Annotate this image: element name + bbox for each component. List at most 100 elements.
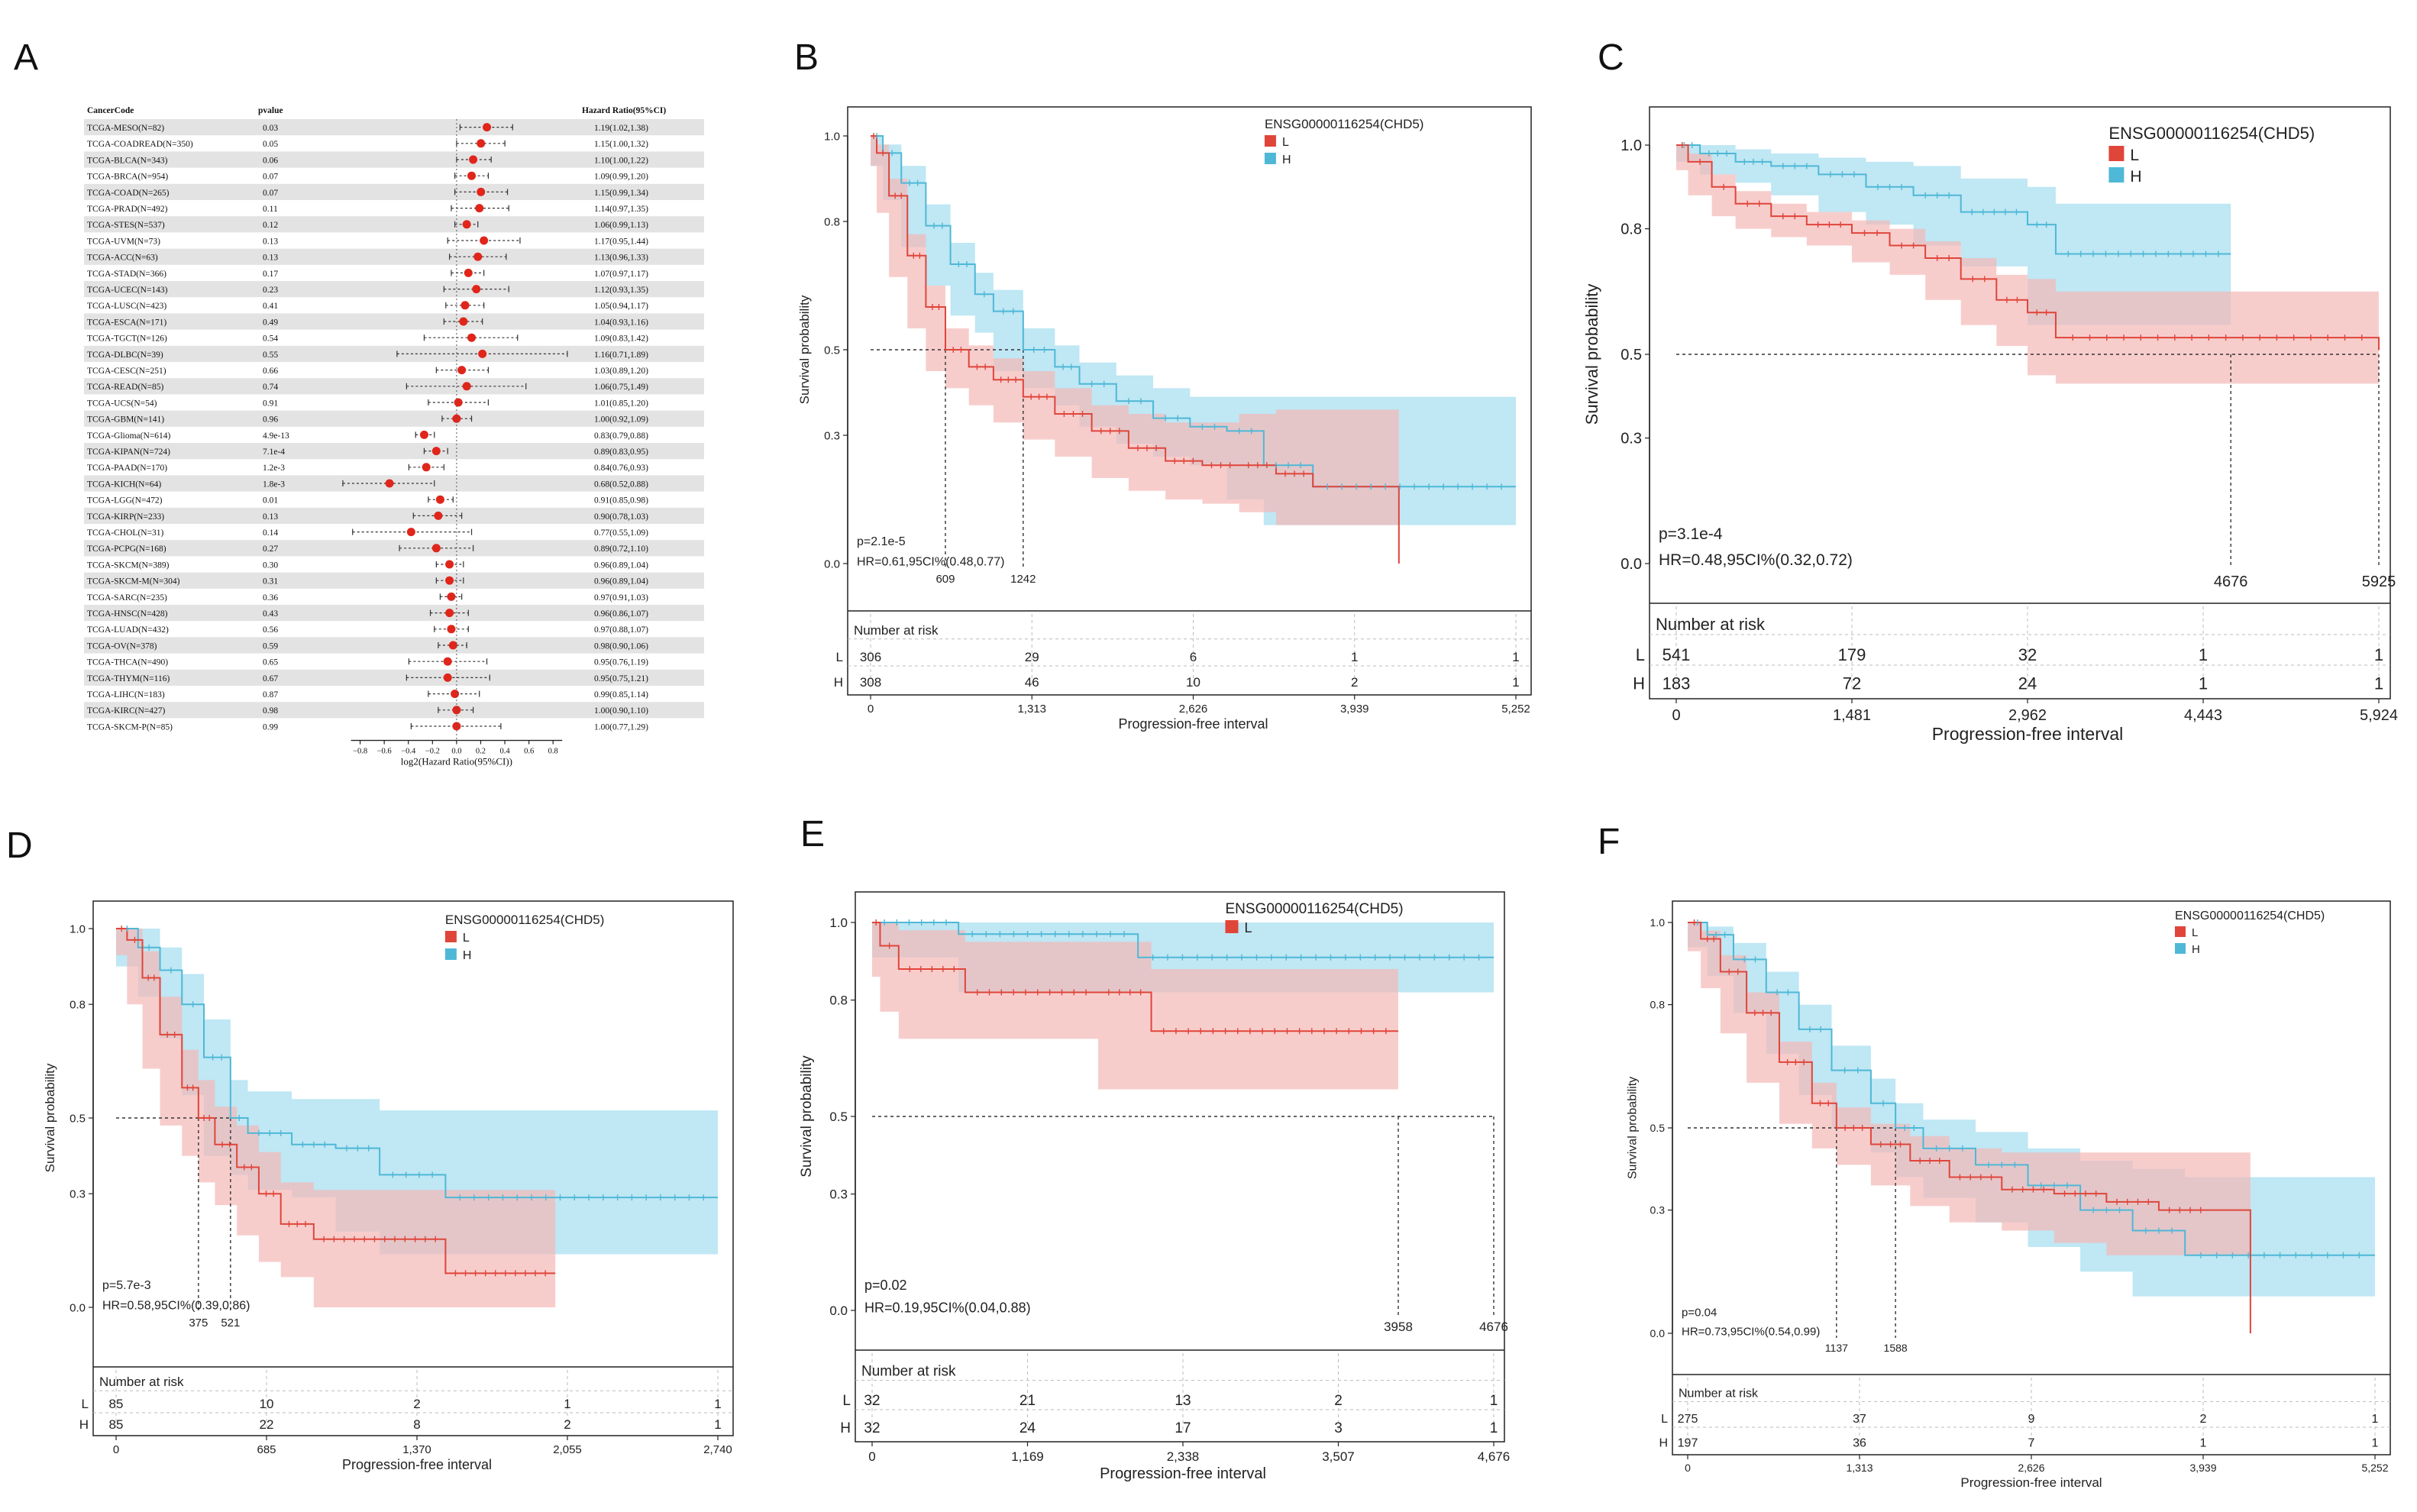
km-x-tick-label: 3,507 xyxy=(1322,1449,1355,1464)
risk-count-l: 2 xyxy=(1334,1393,1343,1409)
legend-swatch-h xyxy=(2108,167,2125,183)
forest-row-pvalue: 0.30 xyxy=(263,561,278,570)
forest-row-code: TCGA-DLBC(N=39) xyxy=(87,351,163,360)
forest-row-code: TCGA-COAD(N=265) xyxy=(87,189,170,198)
risk-row-label-l: L xyxy=(82,1397,89,1411)
km-curve-l xyxy=(1676,144,2380,351)
risk-count-h: 85 xyxy=(109,1417,124,1432)
km-curve-h xyxy=(1676,144,2231,255)
risk-table-title: Number at risk xyxy=(861,1364,956,1380)
risk-count-l: 29 xyxy=(1025,650,1039,664)
risk-count-l: 32 xyxy=(864,1393,880,1409)
panel-letter-c: C xyxy=(1598,37,1624,78)
legend-title: ENSG00000116254(CHD5) xyxy=(445,913,605,927)
forest-row-hr: 0.83(0.79,0.88) xyxy=(594,431,648,441)
risk-count-h: 1 xyxy=(2200,1437,2207,1450)
km-hr-text: HR=0.48,95CI%(0.32,0.72) xyxy=(1659,551,1853,569)
forest-point xyxy=(472,285,481,294)
km-hr-text: HR=0.61,95CI%(0.48,0.77) xyxy=(857,556,1004,569)
legend-label-l: L xyxy=(2192,926,2198,939)
forest-row-pvalue: 0.56 xyxy=(263,625,278,635)
km-median-label: 1137 xyxy=(1825,1342,1848,1354)
km-x-tick-label: 2,055 xyxy=(553,1443,582,1456)
km-band-l xyxy=(1688,922,2251,1255)
forest-row-band xyxy=(84,313,704,330)
risk-count-h: 72 xyxy=(1843,674,1861,693)
risk-count-h: 3 xyxy=(1334,1420,1343,1436)
forest-row-hr: 0.84(0.76,0.93) xyxy=(594,464,648,473)
forest-row-pvalue: 0.13 xyxy=(263,237,278,246)
forest-point xyxy=(431,447,441,456)
risk-row-label-l: L xyxy=(1661,1413,1668,1426)
risk-count-h: 46 xyxy=(1025,675,1039,690)
km-band-l xyxy=(871,136,1399,525)
forest-row-hr: 0.96(0.86,1.07) xyxy=(594,609,648,619)
forest-row-hr: 1.10(1.00,1.22) xyxy=(594,156,648,165)
legend-swatch-h xyxy=(2175,943,2186,954)
risk-count-l: 37 xyxy=(1853,1413,1866,1426)
forest-point xyxy=(447,625,456,634)
forest-point xyxy=(419,430,428,439)
risk-count-h: 1 xyxy=(1512,675,1519,690)
km-median-label: 521 xyxy=(221,1317,240,1329)
km-y-tick-label: 1.0 xyxy=(1620,137,1642,154)
km-y-tick-label: 0.3 xyxy=(829,1187,848,1202)
forest-row-pvalue: 0.07 xyxy=(263,189,278,198)
km-x-tick-label: 1,313 xyxy=(1017,703,1046,716)
forest-row-code: TCGA-SKCM-P(N=85) xyxy=(87,722,173,732)
risk-count-l: 1 xyxy=(714,1397,721,1411)
forest-point xyxy=(452,414,461,423)
km-y-tick-label: 0.0 xyxy=(1650,1327,1666,1339)
km-x-tick-label: 1,313 xyxy=(1846,1462,1873,1474)
risk-count-l: 1 xyxy=(1512,650,1519,664)
risk-count-l: 9 xyxy=(2028,1413,2035,1426)
forest-row-pvalue: 7.1e-4 xyxy=(263,447,285,457)
legend-label-h: H xyxy=(1282,153,1291,166)
km-y-tick-label: 0.0 xyxy=(69,1301,86,1314)
forest-row-hr: 0.96(0.89,1.04) xyxy=(594,561,648,570)
forest-row-band xyxy=(84,410,704,427)
forest-row-hr: 0.98(0.90,1.06) xyxy=(594,641,648,651)
panel-letter-d: D xyxy=(6,825,33,866)
panel-letter-b: B xyxy=(794,37,819,78)
km-x-axis-label: Progression-free interval xyxy=(1118,716,1268,732)
forest-header-code: CancerCode xyxy=(87,106,134,115)
forest-x-tick-label: 0.0 xyxy=(451,748,461,756)
forest-row-code: TCGA-THCA(N=490) xyxy=(87,658,168,667)
km-curve-l xyxy=(116,928,556,1275)
risk-row-label-h: H xyxy=(1659,1437,1668,1450)
forest-point xyxy=(464,268,473,277)
risk-count-h: 7 xyxy=(2028,1437,2035,1450)
km-panel-b: 0.0 0.3 0.5 0.8 1.0 Survival probability 609 12… xyxy=(787,106,1532,741)
forest-row-code: TCGA-SKCM-M(N=304) xyxy=(87,577,180,586)
forest-row-code: TCGA-LUSC(N=423) xyxy=(87,302,166,311)
forest-row-hr: 0.91(0.85,0.98) xyxy=(594,496,648,506)
legend-swatch-h xyxy=(444,948,457,960)
km-y-tick-label: 0.8 xyxy=(69,998,86,1011)
legend-swatch-l xyxy=(2175,926,2186,937)
forest-row-hr: 1.15(0.99,1.34) xyxy=(594,189,648,198)
forest-row-hr: 1.19(1.02,1.38) xyxy=(594,124,648,133)
km-y-axis-label: Survival probability xyxy=(1626,1077,1639,1179)
risk-count-h: 24 xyxy=(1019,1420,1036,1436)
km-curve-l xyxy=(872,922,1399,1032)
forest-header-pvalue: pvalue xyxy=(258,106,283,115)
forest-row-hr: 1.09(0.83,1.42) xyxy=(594,334,648,344)
forest-point xyxy=(451,690,460,699)
forest-row-hr: 1.00(0.90,1.10) xyxy=(594,706,648,716)
km-median-label: 3958 xyxy=(1384,1320,1413,1334)
forest-row-hr: 1.04(0.93,1.16) xyxy=(594,318,648,327)
forest-row-hr: 0.99(0.85,1.14) xyxy=(594,690,648,699)
forest-row-pvalue: 0.27 xyxy=(263,544,278,554)
legend-label-h: H xyxy=(463,949,472,962)
forest-x-tick-label: 0.2 xyxy=(476,748,486,756)
km-y-tick-label: 0.8 xyxy=(1620,221,1642,238)
forest-point xyxy=(422,463,431,472)
forest-row-band xyxy=(84,183,704,200)
risk-row-label-h: H xyxy=(1633,674,1645,693)
risk-count-h: 2 xyxy=(564,1417,570,1432)
forest-row-band xyxy=(84,216,704,233)
forest-point xyxy=(435,495,444,504)
km-x-tick-label: 0 xyxy=(868,1449,875,1464)
